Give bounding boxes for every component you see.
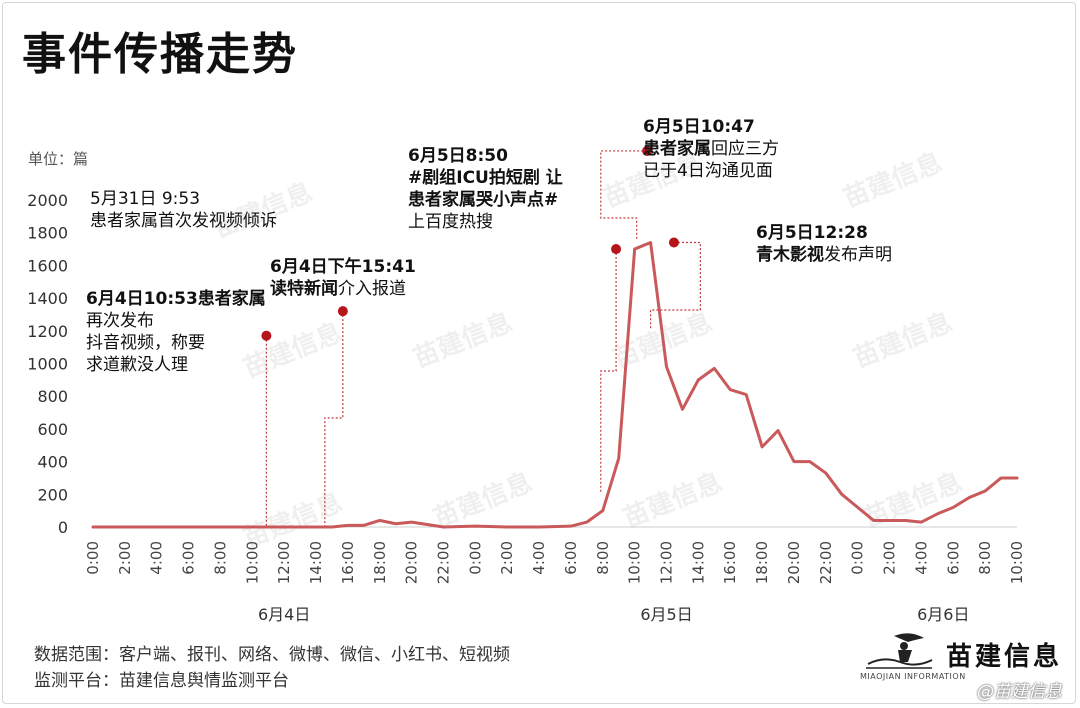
annotation-3-bold: 读特新闻 <box>270 279 338 299</box>
annotation-leader-line <box>649 241 701 330</box>
footer-platform: 监测平台：苗建信息舆情监测平台 <box>34 671 289 691</box>
annotation-2: 6月4日10:53患者家属 再次发布 抖音视频，称要 求道歉没人理 <box>86 288 266 376</box>
y-tick-label: 1200 <box>27 322 68 341</box>
annotation-5-head: 6月5日10:47 <box>643 117 755 137</box>
annotation-6-bold: 青木影视 <box>756 245 824 265</box>
annotation-marker-dot <box>668 237 679 248</box>
day-label: 6月4日 <box>258 605 310 624</box>
x-tick-label: 14:00 <box>307 541 325 584</box>
page-title: 事件传播走势 <box>22 29 298 80</box>
y-axis-unit-label: 单位：篇 <box>28 150 89 168</box>
annotation-marker-dot <box>611 244 622 255</box>
annotation-4: 6月5日8:50 #剧组ICU拍短剧 让 患者家属哭小声点# 上百度热搜 <box>408 145 563 233</box>
x-tick-label: 10:00 <box>243 541 261 584</box>
x-tick-label: 10:00 <box>1008 541 1026 584</box>
x-tick-label: 2:00 <box>498 541 516 575</box>
x-tick-label: 18:00 <box>753 541 771 584</box>
x-tick-label: 10:00 <box>626 541 644 584</box>
annotation-1: 5月31日 9:53 患者家属首次发视频倾诉 <box>90 188 277 232</box>
x-tick-label: 6:00 <box>562 541 580 575</box>
annotation-leader-line <box>600 150 648 240</box>
annotation-marker-dot <box>261 330 272 341</box>
annotation-3: 6月4日下午15:41 读特新闻介入报道 <box>270 256 416 300</box>
annotation-marker-dot <box>642 145 653 156</box>
x-tick-label: 16:00 <box>339 541 357 584</box>
annotation-6-head: 6月5日12:28 <box>756 223 868 243</box>
x-tick-label: 8:00 <box>211 541 229 575</box>
x-tick-label: 8:00 <box>594 541 612 575</box>
y-tick-label: 800 <box>37 387 68 406</box>
annotation-2-head: 6月4日10:53患者家属 <box>86 289 266 309</box>
footer-data-scope: 数据范围：客户端、报刊、网络、微博、微信、小红书、短视频 <box>34 645 510 665</box>
annotation-1-line1: 5月31日 9:53 <box>90 189 201 209</box>
x-tick-label: 18:00 <box>371 541 389 584</box>
x-tick-label: 6:00 <box>180 541 198 575</box>
x-tick-label: 14:00 <box>689 541 707 584</box>
brand-logo-block: 苗建信息 MIAOJIAN INFORMATION <box>858 632 1068 692</box>
brand-emblem-icon <box>866 633 933 669</box>
annotation-leader-line <box>600 249 617 493</box>
x-tick-label: 0:00 <box>84 541 102 575</box>
annotation-2-line3: 抖音视频，称要 <box>86 333 205 353</box>
x-tick-label: 2:00 <box>881 541 899 575</box>
x-tick-label: 0:00 <box>466 541 484 575</box>
y-tick-label: 400 <box>37 453 68 472</box>
annotation-4-line3: 患者家属哭小声点# <box>408 190 559 210</box>
annotation-3-head: 6月4日下午15:41 <box>270 257 416 277</box>
y-tick-label: 1400 <box>27 289 68 308</box>
x-tick-label: 4:00 <box>148 541 166 575</box>
x-tick-label: 22:00 <box>434 541 452 584</box>
x-tick-label: 20:00 <box>785 541 803 584</box>
annotation-6-rest: 发布声明 <box>824 245 892 265</box>
x-tick-label: 16:00 <box>721 541 739 584</box>
bottom-watermark: @苗建信息 <box>977 682 1062 702</box>
y-tick-label: 1000 <box>27 355 68 374</box>
annotation-marker-dot <box>337 306 348 317</box>
x-tick-label: 4:00 <box>530 541 548 575</box>
brand-subtitle: MIAOJIAN INFORMATION <box>860 672 966 681</box>
x-tick-label: 8:00 <box>976 541 994 575</box>
y-tick-label: 2000 <box>27 191 68 210</box>
day-label: 6月5日 <box>640 605 692 624</box>
day-label: 6月6日 <box>917 605 969 624</box>
y-tick-label: 1800 <box>27 224 68 243</box>
annotation-4-line2: #剧组ICU拍短剧 让 <box>408 168 563 188</box>
brand-name: 苗建信息 <box>946 642 1063 672</box>
annotation-6: 6月5日12:28 青木影视发布声明 <box>756 222 892 266</box>
annotation-2-line4: 求道歉没人理 <box>86 355 188 375</box>
annotation-2-rest-inline: 再次发布 <box>86 311 154 331</box>
annotation-5-line3: 已于4日沟通见面 <box>643 161 773 181</box>
annotation-4-head: 6月5日8:50 <box>408 146 508 166</box>
x-tick-label: 12:00 <box>658 541 676 584</box>
annotation-5-rest: 回应三方 <box>711 139 779 159</box>
x-tick-label: 0:00 <box>849 541 867 575</box>
trend-series-line <box>91 241 1019 529</box>
x-tick-label: 22:00 <box>817 541 835 584</box>
annotation-1-line2: 患者家属首次发视频倾诉 <box>90 211 277 231</box>
x-tick-label: 6:00 <box>944 541 962 575</box>
x-tick-label: 20:00 <box>403 541 421 584</box>
x-tick-label: 4:00 <box>912 541 930 575</box>
annotation-5: 6月5日10:47 患者家属回应三方 已于4日沟通见面 <box>643 116 779 182</box>
y-tick-label: 0 <box>58 518 68 537</box>
x-tick-label: 2:00 <box>116 541 134 575</box>
y-tick-label: 600 <box>37 420 68 439</box>
annotation-leader-line <box>324 311 344 527</box>
annotation-3-rest: 介入报道 <box>338 279 406 299</box>
y-tick-label: 200 <box>37 485 68 504</box>
annotation-4-line4: 上百度热搜 <box>408 212 493 232</box>
y-tick-label: 1600 <box>27 256 68 275</box>
annotation-5-bold: 患者家属 <box>643 139 711 159</box>
x-tick-label: 12:00 <box>275 541 293 584</box>
